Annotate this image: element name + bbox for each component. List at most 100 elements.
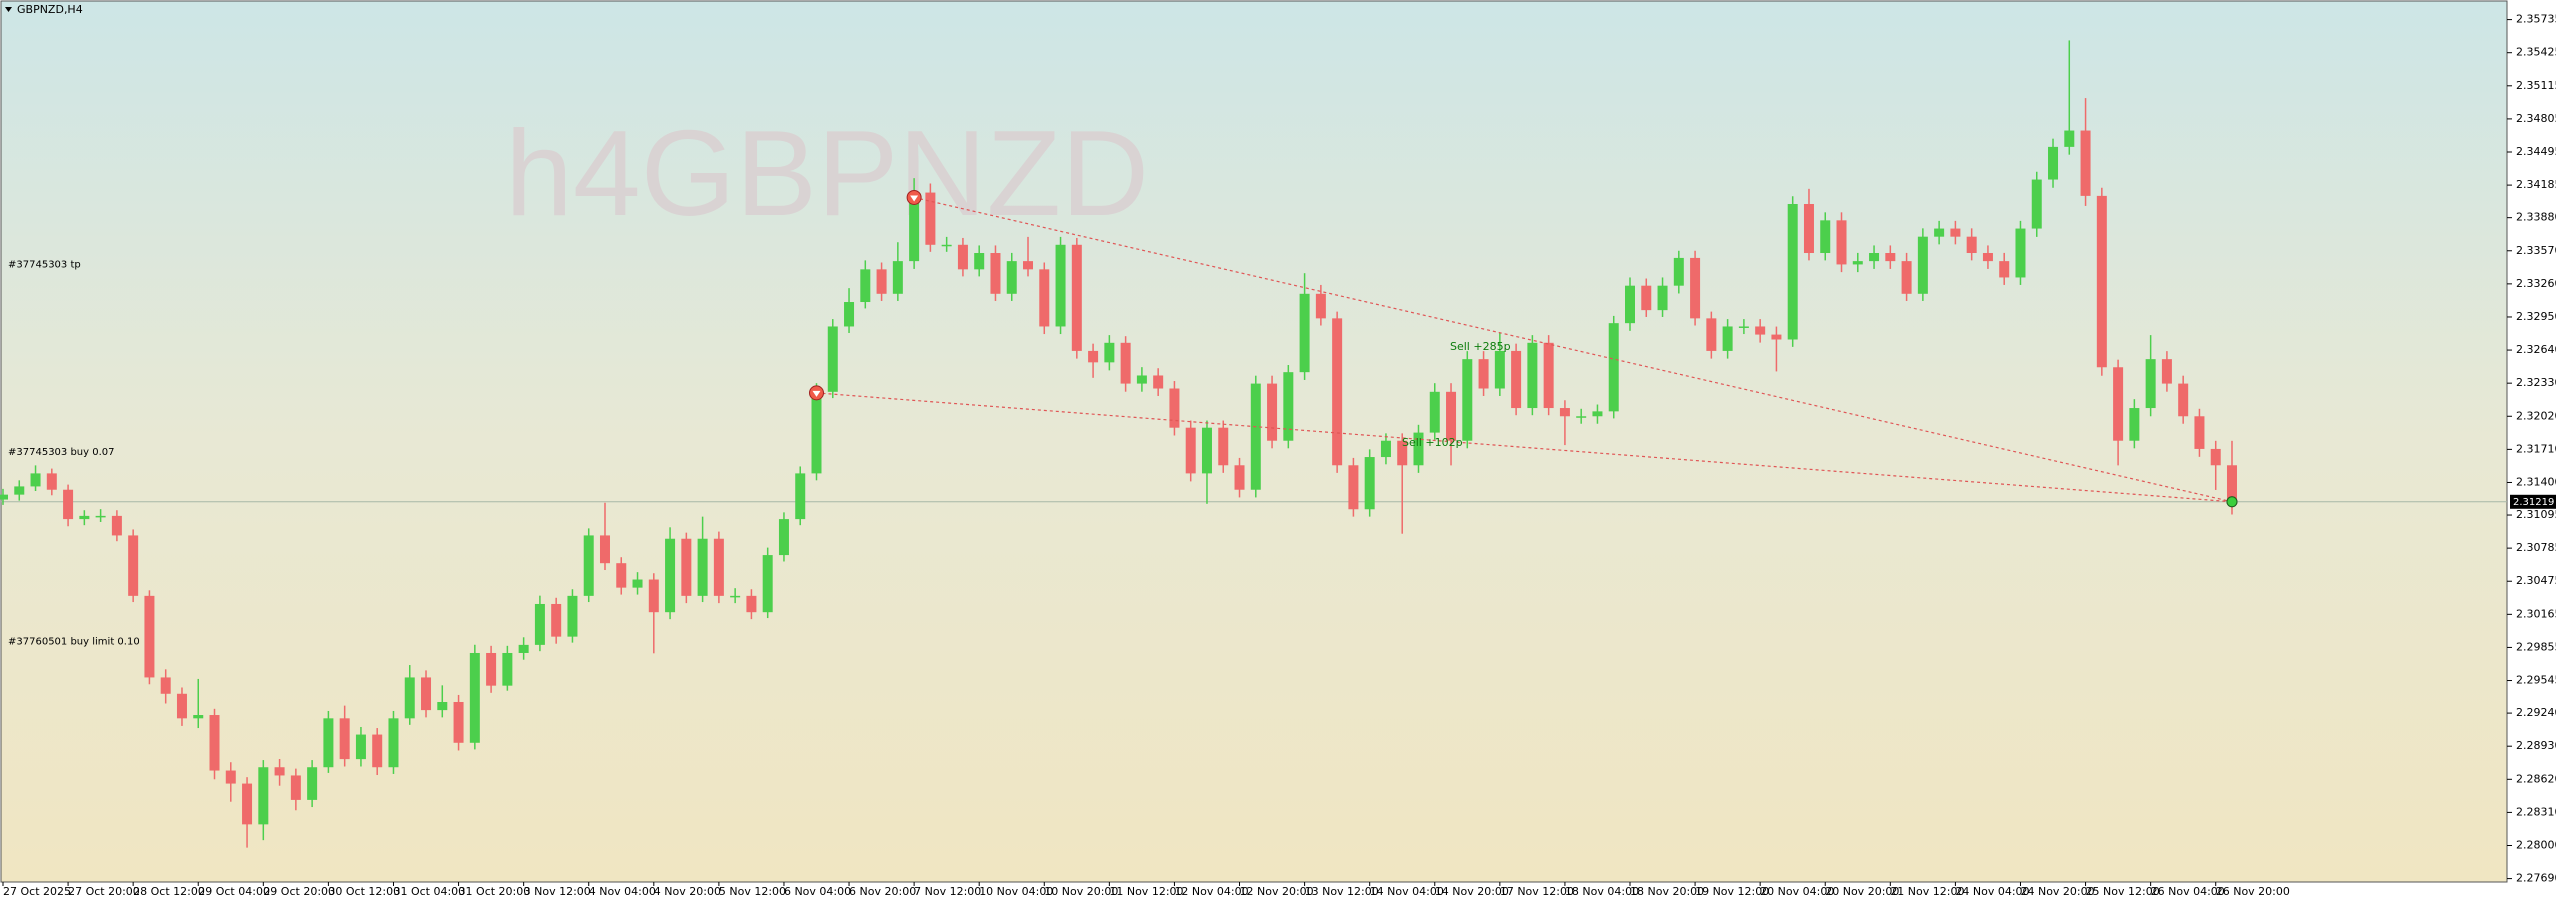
candle-body (909, 192, 920, 262)
y-tick-label: 2.32020 (2516, 409, 2556, 422)
y-tick-label: 2.30475 (2516, 574, 2556, 587)
y-tick-label: 2.31710 (2516, 442, 2556, 455)
x-tick-label: 25 Nov 12:00 (2086, 885, 2160, 898)
x-tick-label: 4 Nov 20:00 (654, 885, 721, 898)
candle-body (1999, 261, 2010, 278)
candle-body (583, 535, 594, 596)
candle-body (1738, 326, 1749, 328)
x-tick-label: 12 Nov 04:00 (1174, 885, 1248, 898)
candle-body (1511, 350, 1522, 409)
candle-body (388, 718, 399, 768)
candle-body (1380, 440, 1391, 458)
candle-body (811, 391, 822, 474)
candle-body (1446, 391, 1457, 441)
candle-body (95, 515, 106, 518)
candle-body (258, 767, 269, 825)
candle-body (1803, 203, 1814, 254)
candle-body (1218, 427, 1229, 466)
candle-body (1787, 203, 1798, 340)
candle-body (1917, 236, 1928, 294)
candle-body (2210, 448, 2221, 466)
candle-body (2226, 465, 2237, 502)
candle-body (469, 652, 480, 743)
y-tick-label: 2.29855 (2516, 640, 2556, 653)
candle-body (632, 579, 643, 588)
candle-body (193, 715, 204, 719)
candle-body (2064, 130, 2075, 147)
watermark: h4GBPNZD (505, 105, 1149, 241)
candle-body (713, 538, 724, 596)
y-tick-label: 2.28620 (2516, 772, 2556, 785)
candle-body (1348, 465, 1359, 510)
x-tick-label: 26 Nov 04:00 (2151, 885, 2225, 898)
candle-body (1934, 228, 1945, 237)
x-tick-label: 27 Oct 2025 (3, 885, 71, 898)
y-tick-label: 2.35735 (2516, 13, 2556, 26)
x-tick-label: 3 Nov 12:00 (524, 885, 591, 898)
candle-body (534, 603, 545, 645)
x-tick-label: 6 Nov 04:00 (784, 885, 851, 898)
candle-body (323, 718, 334, 768)
candle-body (2015, 228, 2026, 278)
entry-arrow (910, 195, 919, 202)
candle-body (844, 302, 855, 327)
x-tick-label: 7 Nov 12:00 (914, 885, 981, 898)
candle-body (551, 603, 562, 637)
candle-body (599, 535, 610, 564)
candle-body (128, 535, 139, 596)
candle-body (1153, 375, 1164, 389)
y-tick-label: 2.28310 (2516, 805, 2556, 818)
candle-body (2096, 195, 2107, 368)
x-tick-label: 20 Nov 04:00 (1760, 885, 1834, 898)
candle-body (2129, 408, 2140, 441)
candle-body (860, 269, 871, 303)
y-tick-label: 2.32640 (2516, 343, 2556, 356)
x-tick-label: 30 Oct 12:00 (328, 885, 400, 898)
candle-body (1543, 342, 1554, 409)
candle-body (2194, 416, 2205, 449)
candle-body (1039, 269, 1050, 327)
candle-body (1267, 383, 1278, 441)
candle-body (925, 192, 936, 245)
x-tick-label: 14 Nov 04:00 (1370, 885, 1444, 898)
candle-body (746, 595, 757, 613)
candle-body (339, 718, 350, 760)
candle-body (2113, 367, 2124, 441)
candle-body (1885, 253, 1896, 262)
trade-label: Sell +285p (1450, 340, 1511, 353)
candle-body (0, 494, 8, 500)
menu-arrow[interactable] (5, 7, 12, 12)
candle-body (1315, 293, 1326, 319)
candle-body (290, 775, 301, 800)
candle-body (1120, 342, 1131, 384)
candle-body (1901, 261, 1912, 294)
y-tick-label: 2.35115 (2516, 79, 2556, 92)
candle-body (2048, 146, 2059, 180)
candle-body (1706, 318, 1717, 351)
candle-body (63, 489, 74, 520)
x-tick-label: 4 Nov 04:00 (589, 885, 656, 898)
x-tick-label: 27 Oct 20:00 (68, 885, 140, 898)
candle-body (1429, 391, 1440, 433)
candle-body (1722, 326, 1733, 351)
candle-body (697, 538, 708, 596)
candle-body (79, 515, 90, 520)
candle-body (502, 652, 513, 686)
candle-body (1283, 372, 1294, 441)
candle-body (1820, 220, 1831, 254)
candle-body (2178, 383, 2189, 417)
candle-body (2161, 359, 2172, 384)
candle-body (1104, 342, 1115, 363)
entry-arrow (812, 390, 821, 397)
candle-body (1364, 457, 1375, 510)
y-tick-label: 2.29240 (2516, 706, 2556, 719)
candle-body (421, 677, 432, 711)
candle-body (1559, 408, 1570, 417)
candle-body (176, 693, 187, 719)
candle-body (1299, 293, 1310, 373)
candle-body (648, 579, 659, 613)
candle-body (665, 538, 676, 613)
x-tick-label: 10 Nov 04:00 (979, 885, 1053, 898)
candle-body (372, 734, 383, 768)
candle-body (14, 486, 25, 495)
